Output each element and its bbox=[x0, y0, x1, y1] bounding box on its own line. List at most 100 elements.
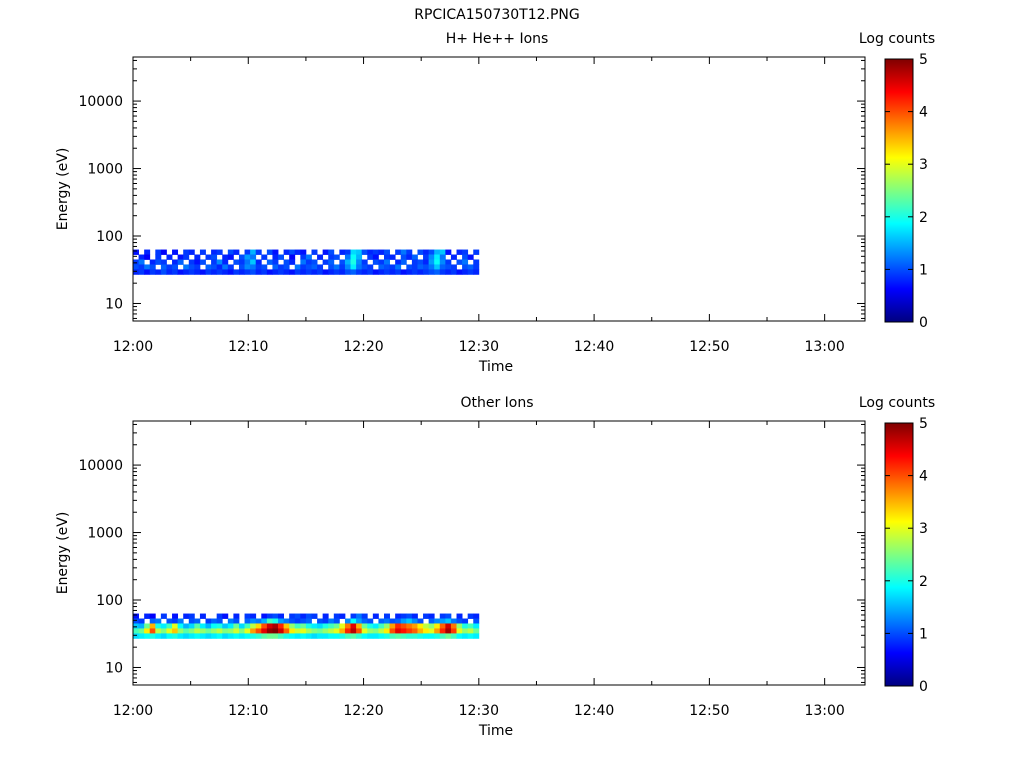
heatmap-cell bbox=[389, 269, 396, 275]
heatmap-cell bbox=[149, 618, 156, 624]
heatmap-cell bbox=[339, 259, 346, 265]
heatmap-cell bbox=[233, 623, 240, 629]
heatmap-cell bbox=[467, 628, 474, 634]
heatmap-cell bbox=[172, 264, 179, 270]
heatmap-cell bbox=[272, 259, 279, 265]
heatmap-cell bbox=[311, 628, 318, 634]
heatmap-cell bbox=[138, 618, 145, 624]
heatmap-cell bbox=[462, 618, 469, 624]
heatmap-cell bbox=[428, 623, 435, 629]
heatmap-cell bbox=[238, 269, 245, 275]
heatmap-cell bbox=[350, 269, 357, 275]
heatmap-cell bbox=[233, 269, 240, 275]
heatmap-cell bbox=[238, 633, 245, 639]
heatmap-cell bbox=[216, 264, 223, 270]
heatmap-cell bbox=[183, 264, 190, 270]
heatmap-cell bbox=[211, 628, 218, 634]
heatmap-cell bbox=[439, 628, 446, 634]
heatmap-cell bbox=[311, 613, 318, 619]
figure-title: RPCICA150730T12.PNG bbox=[414, 7, 579, 23]
heatmap-cell bbox=[266, 633, 273, 639]
heatmap-cell bbox=[462, 264, 469, 270]
heatmap-cell bbox=[216, 613, 223, 619]
heatmap-cell bbox=[155, 254, 162, 260]
heatmap-cell bbox=[294, 633, 301, 639]
heatmap-cell bbox=[138, 254, 145, 260]
heatmap-cell bbox=[283, 259, 290, 265]
heatmap-cell bbox=[255, 633, 262, 639]
heatmap-cell bbox=[149, 259, 156, 265]
heatmap-cell bbox=[344, 269, 351, 275]
heatmap-cell bbox=[423, 628, 430, 634]
colorbar-tick-label: 1 bbox=[919, 626, 928, 642]
heatmap-cell bbox=[133, 633, 139, 639]
heatmap-cell bbox=[188, 613, 195, 619]
heatmap-cell bbox=[272, 618, 279, 624]
x-tick-label: 12:30 bbox=[459, 339, 499, 355]
heatmap-cell bbox=[238, 259, 245, 265]
heatmap-cell bbox=[149, 628, 156, 634]
heatmap-cell bbox=[205, 623, 212, 629]
heatmap-cell bbox=[384, 618, 390, 624]
heatmap-cell bbox=[216, 633, 223, 639]
heatmap-cell bbox=[333, 628, 340, 634]
heatmap-cell bbox=[289, 618, 296, 624]
heatmap-cell bbox=[400, 633, 407, 639]
heatmap-cell bbox=[395, 618, 402, 624]
heatmap-cell bbox=[194, 264, 201, 270]
heatmap-cell bbox=[211, 259, 218, 265]
colorbar-tick-label: 4 bbox=[919, 105, 928, 121]
heatmap-cell bbox=[339, 628, 346, 634]
heatmap-cell bbox=[199, 628, 206, 634]
heatmap-cell bbox=[144, 623, 151, 629]
heatmap-cell bbox=[194, 269, 201, 275]
heatmap-cell bbox=[283, 633, 290, 639]
heatmap-cell bbox=[300, 259, 307, 265]
heatmap-cell bbox=[233, 628, 240, 634]
y-tick-label: 10 bbox=[105, 660, 123, 676]
heatmap-cell bbox=[300, 623, 307, 629]
heatmap-cell bbox=[384, 249, 390, 255]
heatmap-cell bbox=[361, 628, 368, 634]
heatmap-cell bbox=[439, 633, 446, 639]
heatmap-cell bbox=[183, 269, 190, 275]
heatmap-cell bbox=[216, 269, 223, 275]
heatmap-cell bbox=[311, 633, 318, 639]
heatmap-cell bbox=[305, 623, 312, 629]
y-axis-label: Energy (eV) bbox=[55, 148, 71, 231]
heatmap-cell bbox=[428, 264, 435, 270]
y-tick-label: 1000 bbox=[87, 162, 123, 178]
heatmap-cell bbox=[278, 628, 285, 634]
heatmap-cell bbox=[166, 628, 173, 634]
colorbar-tick-label: 5 bbox=[919, 52, 928, 68]
heatmap-cell bbox=[417, 259, 424, 265]
heatmap-cell bbox=[384, 254, 390, 260]
heatmap-cell bbox=[294, 613, 301, 619]
heatmap-cell bbox=[445, 623, 452, 629]
heatmap-cell bbox=[384, 264, 390, 270]
heatmap-cell bbox=[188, 623, 195, 629]
heatmap-cell bbox=[445, 618, 452, 624]
heatmap-cell bbox=[445, 249, 452, 255]
heatmap-cell bbox=[367, 249, 374, 255]
heatmap-cell bbox=[149, 269, 156, 275]
heatmap-plot-area bbox=[133, 613, 480, 639]
heatmap-cell bbox=[339, 264, 346, 270]
heatmap-cell bbox=[423, 613, 430, 619]
colorbar-tick-label: 1 bbox=[919, 262, 928, 278]
heatmap-cell bbox=[211, 633, 218, 639]
heatmap-cell bbox=[423, 269, 430, 275]
heatmap-cell bbox=[317, 628, 324, 634]
colorbar-scale bbox=[884, 58, 914, 323]
heatmap-cell bbox=[406, 254, 413, 260]
heatmap-cell bbox=[328, 633, 335, 639]
heatmap-cell bbox=[238, 628, 245, 634]
heatmap-cell bbox=[423, 264, 430, 270]
heatmap-cell bbox=[177, 618, 184, 624]
heatmap-cell bbox=[211, 264, 218, 270]
heatmap-cell bbox=[244, 633, 251, 639]
heatmap-cell bbox=[300, 264, 307, 270]
heatmap-cell bbox=[166, 254, 173, 260]
heatmap-cell bbox=[473, 264, 480, 270]
heatmap-cell bbox=[350, 613, 357, 619]
